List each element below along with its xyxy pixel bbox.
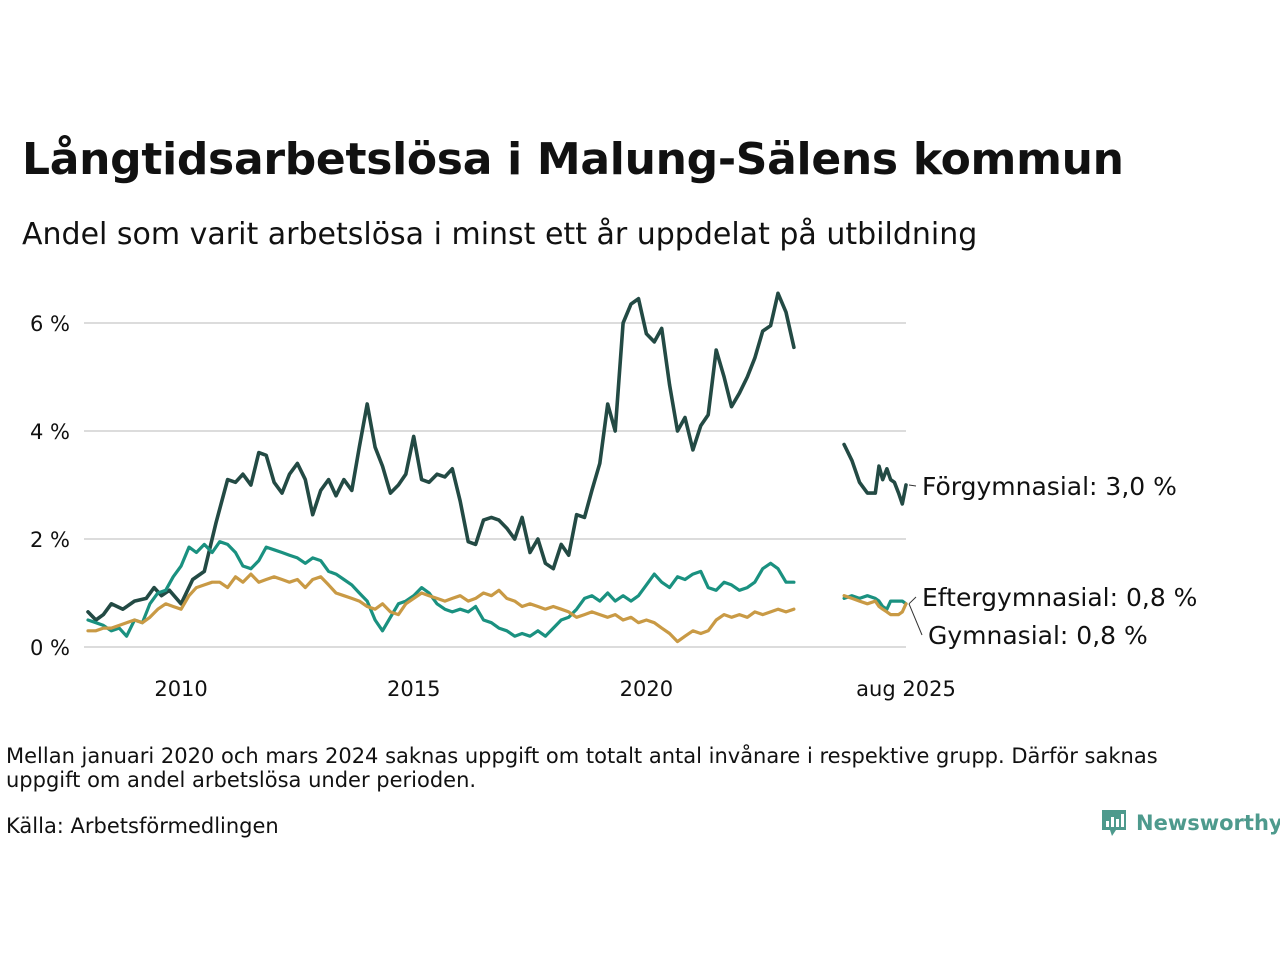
- end-label-eftergymnasial: Eftergymnasial: 0,8 %: [922, 583, 1197, 612]
- brand-name: Newsworthy: [1136, 811, 1280, 835]
- series-eftergymnasial: [86, 540, 908, 638]
- x-tick-label: aug 2025: [856, 677, 956, 701]
- x-axis-tick-labels: 2010 2015 2020 aug 2025: [154, 677, 955, 701]
- series-line-förgymnasial-0: [86, 291, 796, 622]
- x-tick-label: 2015: [387, 677, 440, 701]
- end-label-gymnasial: Gymnasial: 0,8 %: [928, 621, 1148, 650]
- series-line-gymnasial-0: [86, 572, 796, 644]
- series-gymnasial: [86, 572, 908, 644]
- source-note: Källa: Arbetsförmedlingen: [6, 814, 279, 838]
- series-line-gymnasial-1: [842, 594, 908, 617]
- leader-line: [908, 484, 917, 487]
- chart-subtitle: Andel som varit arbetslösa i minst ett å…: [22, 217, 978, 252]
- series-line-eftergymnasial-0: [86, 540, 796, 638]
- grid-layer: [84, 322, 906, 648]
- footnote: Mellan januari 2020 och mars 2024 saknas…: [6, 744, 1158, 792]
- newsworthy-logo-icon: [1102, 810, 1126, 836]
- y-tick-label: 4 %: [30, 420, 70, 444]
- chart-title: Långtidsarbetslösa i Malung-Sälens kommu…: [22, 134, 1124, 185]
- end-label-förgymnasial: Förgymnasial: 3,0 %: [922, 472, 1177, 501]
- series-layer: [86, 291, 908, 644]
- y-tick-label: 0 %: [30, 636, 70, 660]
- leader-line: [908, 603, 923, 636]
- series-förgymnasial: [86, 291, 908, 622]
- y-tick-label: 6 %: [30, 312, 70, 336]
- y-axis-tick-labels: 0 % 2 % 4 % 6 %: [30, 312, 70, 660]
- x-tick-label: 2020: [620, 677, 673, 701]
- brand-logo: Newsworthy: [1100, 808, 1280, 838]
- end-labels: Förgymnasial: 3,0 % Eftergymnasial: 0,8 %…: [908, 472, 1197, 650]
- series-line-eftergymnasial-1: [842, 594, 908, 611]
- leader-line: [908, 596, 917, 605]
- x-tick-label: 2010: [154, 677, 207, 701]
- y-tick-label: 2 %: [30, 528, 70, 552]
- series-line-förgymnasial-1: [842, 442, 908, 506]
